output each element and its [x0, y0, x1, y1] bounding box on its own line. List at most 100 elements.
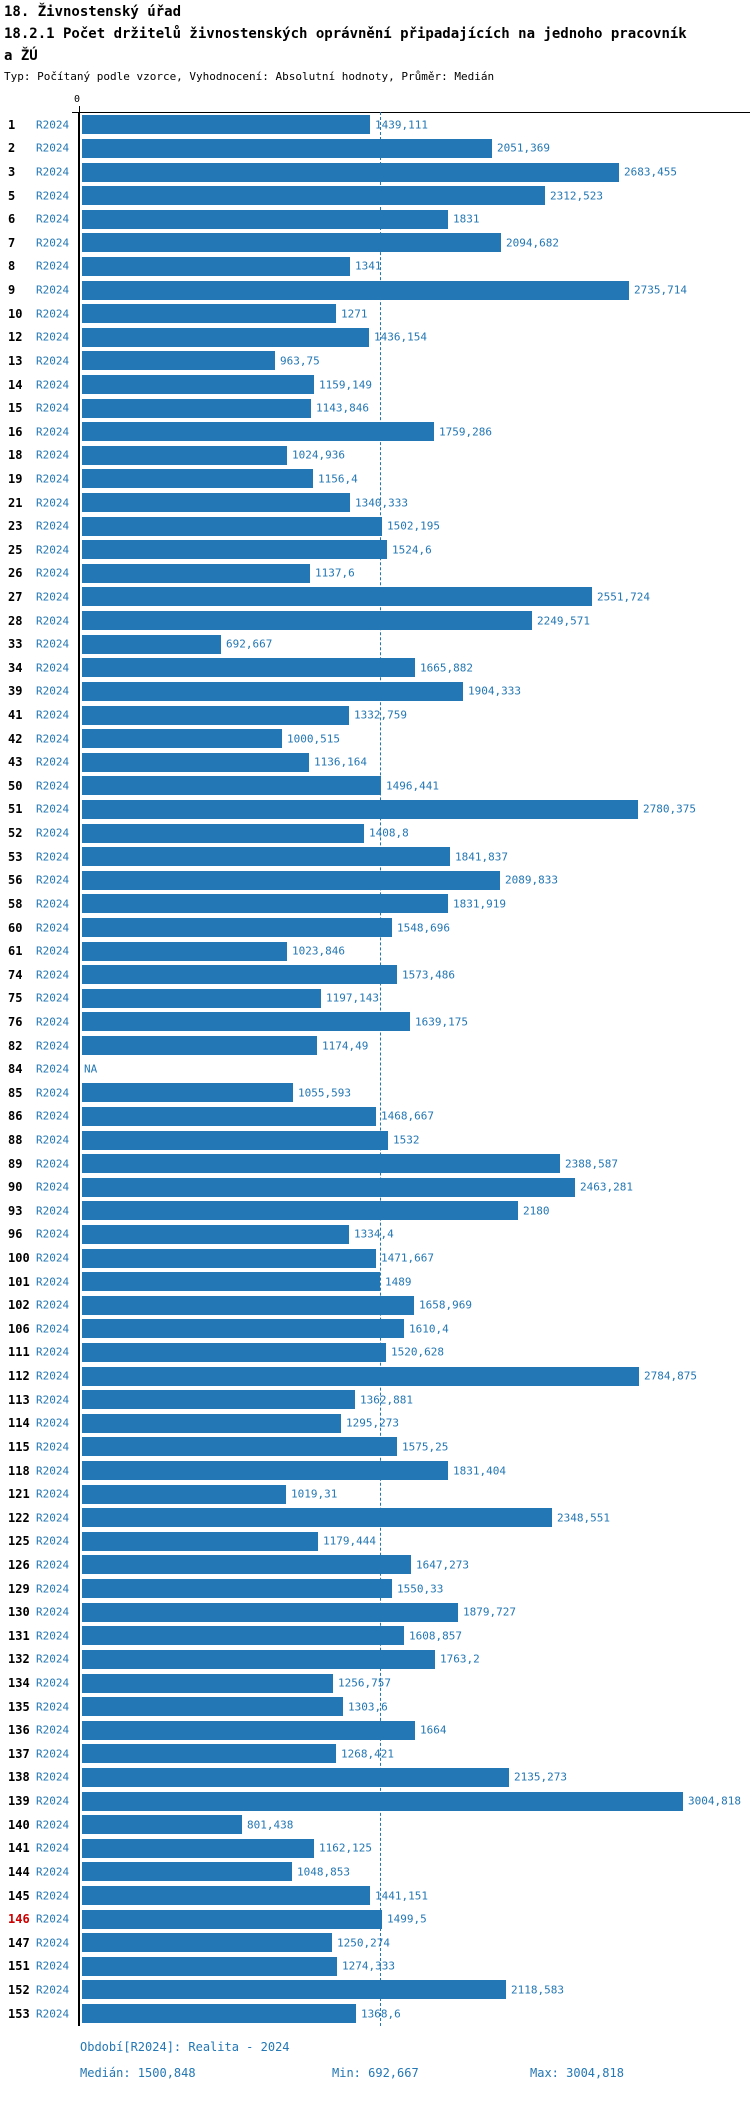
page-title: 18. Živnostenský úřad [4, 4, 182, 20]
series-label: R2024 [36, 1298, 70, 1312]
row-id-label: 121 [8, 1487, 30, 1502]
bar-row: 106 R2024 1610,4 [0, 1317, 750, 1341]
value-bar [82, 894, 448, 914]
value-label: NA [84, 1062, 98, 1076]
series-label: R2024 [36, 944, 70, 958]
row-id-label: 90 [8, 1180, 23, 1195]
bar-row: 27 R2024 2551,724 [0, 585, 750, 609]
bar-row: 76 R2024 1639,175 [0, 1010, 750, 1034]
series-label: R2024 [36, 1180, 70, 1194]
value-bar [82, 1413, 341, 1433]
series-label: R2024 [36, 1582, 70, 1596]
row-id-label: 27 [8, 589, 23, 604]
bar-row: 126 R2024 1647,273 [0, 1553, 750, 1577]
series-label: R2024 [36, 1770, 70, 1784]
value-label: 2089,833 [505, 873, 558, 887]
value-bar [82, 1602, 458, 1622]
value-label: 1162,125 [319, 1841, 372, 1855]
value-bar [82, 1697, 343, 1717]
bar-row: 52 R2024 1408,8 [0, 821, 750, 845]
bar-row: 34 R2024 1665,882 [0, 656, 750, 680]
value-label: 1610,4 [409, 1322, 449, 1336]
value-bar [82, 1956, 337, 1976]
series-label: R2024 [36, 1369, 70, 1383]
value-bar [82, 634, 221, 654]
row-id-label: 106 [8, 1321, 30, 1336]
value-label: 1362,881 [360, 1393, 413, 1407]
value-label: 1548,696 [397, 921, 450, 935]
bar-row: 100 R2024 1471,667 [0, 1246, 750, 1270]
series-label: R2024 [36, 590, 70, 604]
value-label: 1904,333 [468, 684, 521, 698]
series-label: R2024 [36, 1747, 70, 1761]
row-id-label: 86 [8, 1109, 23, 1124]
bar-row: 147 R2024 1250,274 [0, 1931, 750, 1955]
value-bar [82, 1106, 376, 1126]
series-label: R2024 [36, 1534, 70, 1548]
row-id-label: 41 [8, 708, 23, 723]
series-label: R2024 [36, 519, 70, 533]
series-label: R2024 [36, 1416, 70, 1430]
bar-row: 7 R2024 2094,682 [0, 231, 750, 255]
bar-row: 111 R2024 1520,628 [0, 1341, 750, 1365]
value-label: 1048,853 [297, 1865, 350, 1879]
series-label: R2024 [36, 1605, 70, 1619]
footer-max-stat: Max: 3004,818 [530, 2066, 624, 2080]
series-label: R2024 [36, 496, 70, 510]
bar-row: 23 R2024 1502,195 [0, 514, 750, 538]
row-id-label: 140 [8, 1817, 30, 1832]
row-id-label: 100 [8, 1251, 30, 1266]
series-label: R2024 [36, 448, 70, 462]
value-label: 1532 [393, 1133, 420, 1147]
bar-row: 16 R2024 1759,286 [0, 420, 750, 444]
value-bar [82, 115, 370, 135]
value-bar [82, 1933, 332, 1953]
series-label: R2024 [36, 1889, 70, 1902]
value-label: 1550,33 [397, 1582, 444, 1596]
series-label: R2024 [36, 968, 70, 982]
value-label: 1000,515 [287, 732, 340, 746]
y-axis-line [78, 112, 80, 2026]
value-label: 1471,667 [381, 1251, 434, 1265]
row-id-label: 28 [8, 613, 23, 628]
bar-row: 141 R2024 1162,125 [0, 1836, 750, 1860]
row-id-label: 3 [8, 165, 16, 180]
value-bar [82, 1224, 349, 1244]
bar-row: 130 R2024 1879,727 [0, 1600, 750, 1624]
row-id-label: 131 [8, 1628, 30, 1643]
series-label: R2024 [36, 1039, 70, 1053]
bar-row: 113 R2024 1362,881 [0, 1388, 750, 1412]
row-id-label: 42 [8, 731, 23, 746]
bar-row: 39 R2024 1904,333 [0, 680, 750, 704]
value-bar [82, 398, 311, 418]
value-label: 1271 [341, 307, 368, 321]
value-bar [82, 1130, 388, 1150]
bar-row: 96 R2024 1334,4 [0, 1223, 750, 1247]
row-id-label: 52 [8, 826, 23, 841]
row-id-label: 61 [8, 944, 23, 959]
series-label: R2024 [36, 259, 70, 273]
value-label: 2118,583 [511, 1983, 564, 1997]
series-label: R2024 [36, 826, 70, 840]
series-label: R2024 [36, 1983, 70, 1997]
value-label: 1159,149 [319, 378, 372, 391]
value-label: 963,75 [280, 354, 320, 368]
value-bar [82, 1531, 318, 1551]
value-label: 2135,273 [514, 1770, 567, 1784]
value-label: 1639,175 [415, 1015, 468, 1029]
series-label: R2024 [36, 1959, 70, 1973]
value-label: 2180 [523, 1204, 550, 1218]
value-bar [82, 327, 369, 347]
value-bar [82, 1366, 639, 1386]
value-bar [82, 1744, 336, 1764]
value-label: 1334,4 [354, 1227, 394, 1241]
bar-row: 82 R2024 1174,49 [0, 1034, 750, 1058]
series-label: R2024 [36, 1676, 70, 1690]
row-id-label: 122 [8, 1510, 30, 1525]
series-label: R2024 [36, 1794, 70, 1808]
bar-row: 75 R2024 1197,143 [0, 987, 750, 1011]
value-bar [82, 1295, 414, 1315]
series-label: R2024 [36, 330, 70, 344]
row-id-label: 21 [8, 495, 23, 510]
value-bar [82, 1012, 410, 1032]
